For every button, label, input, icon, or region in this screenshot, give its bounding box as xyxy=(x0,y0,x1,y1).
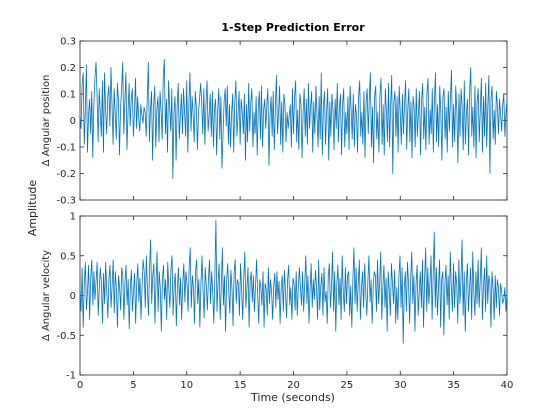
x-tick-label: 30 xyxy=(394,380,407,391)
x-tick-label: 0 xyxy=(77,380,83,391)
y-tick-label: -1 xyxy=(66,371,76,382)
y-tick-label: 0.3 xyxy=(60,37,76,48)
chart-title: 1-Step Prediction Error xyxy=(221,21,365,34)
y-tick-label: 0.5 xyxy=(60,251,76,262)
y-tick-label: 0 xyxy=(70,116,76,127)
x-tick-label: 5 xyxy=(130,380,136,391)
x-tick-label: 40 xyxy=(501,380,514,391)
y-tick-label: 0.2 xyxy=(60,63,76,74)
panel-label: Δ Angular velocity xyxy=(41,250,52,341)
x-tick-label: 20 xyxy=(287,380,300,391)
panel-2: -1-0.500.510 5 10 15 20 25 30 35 40Δ Angular vel… xyxy=(41,212,513,392)
x-tick-label: 15 xyxy=(234,380,247,391)
panel-1: -0.3 -0.2 -0.1 0 0.1 0.2 0.3 Δ Angular position xyxy=(41,37,508,207)
y-tick-label: 0 xyxy=(70,291,76,302)
y-axis-label: Amplitude xyxy=(26,180,39,237)
x-axis-label: Time (seconds) xyxy=(250,391,335,404)
x-tick-label: 35 xyxy=(447,380,460,391)
y-tick-label: -0.2 xyxy=(56,169,76,180)
panels: -0.3 -0.2 -0.1 0 0.1 0.2 0.3 Δ Angular position… xyxy=(41,37,513,392)
series-line xyxy=(79,59,508,180)
y-tick-label: -0.1 xyxy=(56,143,76,154)
x-tick-label: 10 xyxy=(180,380,193,391)
y-tick-label: -0.5 xyxy=(56,331,76,342)
series-line xyxy=(79,219,508,344)
y-tick-label: 1 xyxy=(70,212,76,223)
x-tick-label: 25 xyxy=(341,380,354,391)
panel-label: Δ Angular position xyxy=(41,75,52,167)
y-tick-label: -0.3 xyxy=(56,196,76,207)
y-tick-label: 0.1 xyxy=(60,90,76,101)
